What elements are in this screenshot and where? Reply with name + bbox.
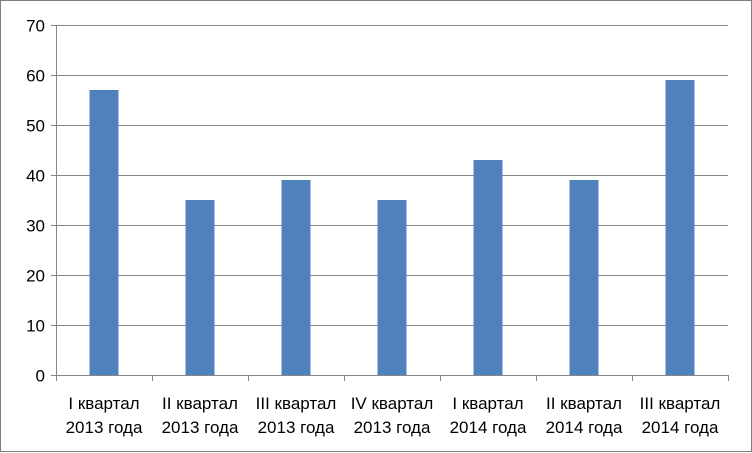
- x-tick-label: II квартал 2014 года: [546, 394, 623, 437]
- x-tick-label: III квартал 2014 года: [640, 394, 721, 437]
- y-tick-label: 0: [36, 367, 45, 386]
- y-tick-label: 20: [26, 267, 45, 286]
- x-tick-label: I квартал 2014 года: [450, 394, 527, 437]
- bar: [185, 200, 215, 375]
- x-tick-label: I квартал 2013 года: [66, 394, 143, 437]
- bar: [473, 160, 503, 375]
- y-tick-label: 60: [26, 67, 45, 86]
- bar: [281, 180, 311, 375]
- bar: [89, 90, 119, 375]
- bar: [665, 80, 695, 375]
- x-tick-label: III квартал 2013 года: [256, 394, 337, 437]
- x-tick-label: IV квартал 2013 года: [351, 394, 434, 437]
- y-tick-label: 50: [26, 117, 45, 136]
- y-tick-label: 10: [26, 317, 45, 336]
- bar: [377, 200, 407, 375]
- y-tick-label: 30: [26, 217, 45, 236]
- y-tick-label: 40: [26, 167, 45, 186]
- bar: [569, 180, 599, 375]
- x-tick-label: II квартал 2013 года: [162, 394, 239, 437]
- y-tick-label: 70: [26, 17, 45, 36]
